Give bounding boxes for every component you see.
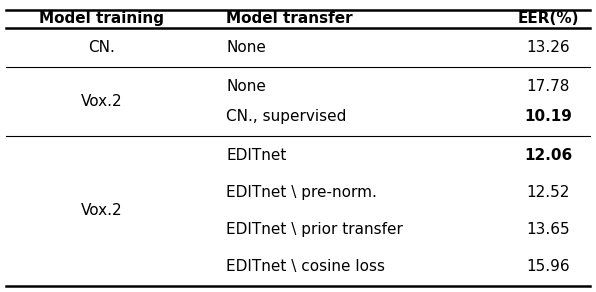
Text: EDITnet \ prior transfer: EDITnet \ prior transfer (226, 222, 403, 237)
Text: Model transfer: Model transfer (226, 11, 353, 27)
Text: 12.52: 12.52 (527, 185, 570, 200)
Text: CN., supervised: CN., supervised (226, 109, 347, 124)
Text: 10.19: 10.19 (524, 109, 572, 124)
Text: Vox.2: Vox.2 (80, 94, 122, 109)
Text: 17.78: 17.78 (527, 79, 570, 94)
Text: None: None (226, 40, 266, 55)
Text: 12.06: 12.06 (524, 148, 572, 163)
Text: Model training: Model training (39, 11, 164, 27)
Text: 13.65: 13.65 (526, 222, 570, 237)
Text: EDITnet \ pre-norm.: EDITnet \ pre-norm. (226, 185, 377, 200)
Text: EDITnet: EDITnet (226, 148, 287, 163)
Text: 15.96: 15.96 (526, 259, 570, 274)
Text: 13.26: 13.26 (526, 40, 570, 55)
Text: None: None (226, 79, 266, 94)
Text: Vox.2: Vox.2 (80, 204, 122, 218)
Text: EDITnet \ cosine loss: EDITnet \ cosine loss (226, 259, 386, 274)
Text: CN.: CN. (88, 40, 115, 55)
Text: EER(%): EER(%) (517, 11, 579, 27)
